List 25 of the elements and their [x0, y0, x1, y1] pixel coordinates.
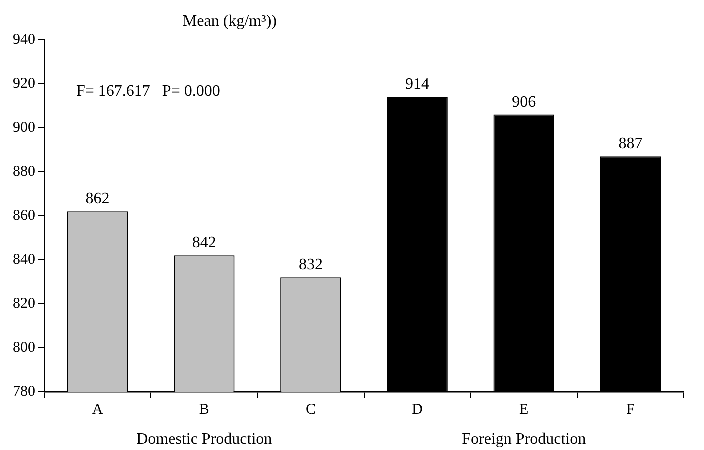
data-label: 862	[86, 190, 110, 208]
y-tick-label: 900	[13, 120, 36, 136]
x-tick-label: C	[306, 402, 316, 418]
y-tick-label: 860	[13, 208, 36, 224]
series-label: Foreign Production	[462, 431, 586, 448]
y-tick-label: 840	[13, 252, 36, 268]
data-label: 842	[192, 234, 216, 252]
x-tick-label: A	[92, 402, 104, 418]
chart-title: Mean (kg/m³))	[182, 13, 278, 30]
y-tick-label: 780	[13, 384, 36, 400]
x-tick-label: F	[626, 402, 635, 418]
series-label: Domestic Production	[136, 431, 272, 448]
y-tick-label: 940	[13, 32, 36, 48]
y-tick-label: 920	[13, 76, 36, 92]
data-label: 906	[512, 94, 536, 111]
data-label: 887	[618, 136, 643, 153]
x-tick-label: D	[412, 402, 424, 418]
y-tick-label: 800	[13, 340, 36, 356]
data-label: 914	[406, 76, 430, 94]
y-tick-label: 880	[13, 164, 36, 180]
data-label: 832	[298, 256, 323, 274]
x-tick-label: E	[520, 402, 529, 418]
annotation: F= 167.617 P= 0.000	[76, 83, 220, 100]
x-tick-label: B	[199, 402, 210, 418]
y-tick-label: 820	[13, 296, 36, 312]
